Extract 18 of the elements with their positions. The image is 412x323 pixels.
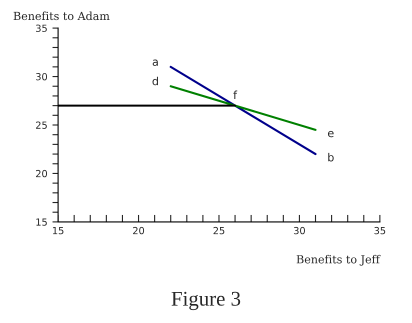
y-tick-label: 35 (36, 24, 47, 32)
x-tick-label: 30 (294, 226, 305, 234)
y-tick-label: 20 (36, 170, 48, 178)
annotation: b (328, 152, 334, 162)
y-tick-label: 25 (36, 121, 47, 129)
x-axis-title: Benefits to Jeff (296, 254, 381, 266)
annotation: d (152, 76, 158, 86)
y-axis-title: Benefits to Adam (14, 12, 110, 20)
x-tick-label: 25 (214, 226, 224, 234)
annotation: e (328, 130, 334, 138)
y-tick-label: 15 (36, 218, 47, 226)
text: Figure 3 (172, 292, 240, 310)
x-tick-label: 35 (374, 226, 386, 234)
x-tick-label: 20 (133, 226, 144, 234)
y-tick-label: 30 (36, 73, 48, 80)
annotation: f (233, 90, 238, 99)
x-tick-label: 15 (52, 227, 64, 234)
annotation: a (152, 60, 158, 66)
